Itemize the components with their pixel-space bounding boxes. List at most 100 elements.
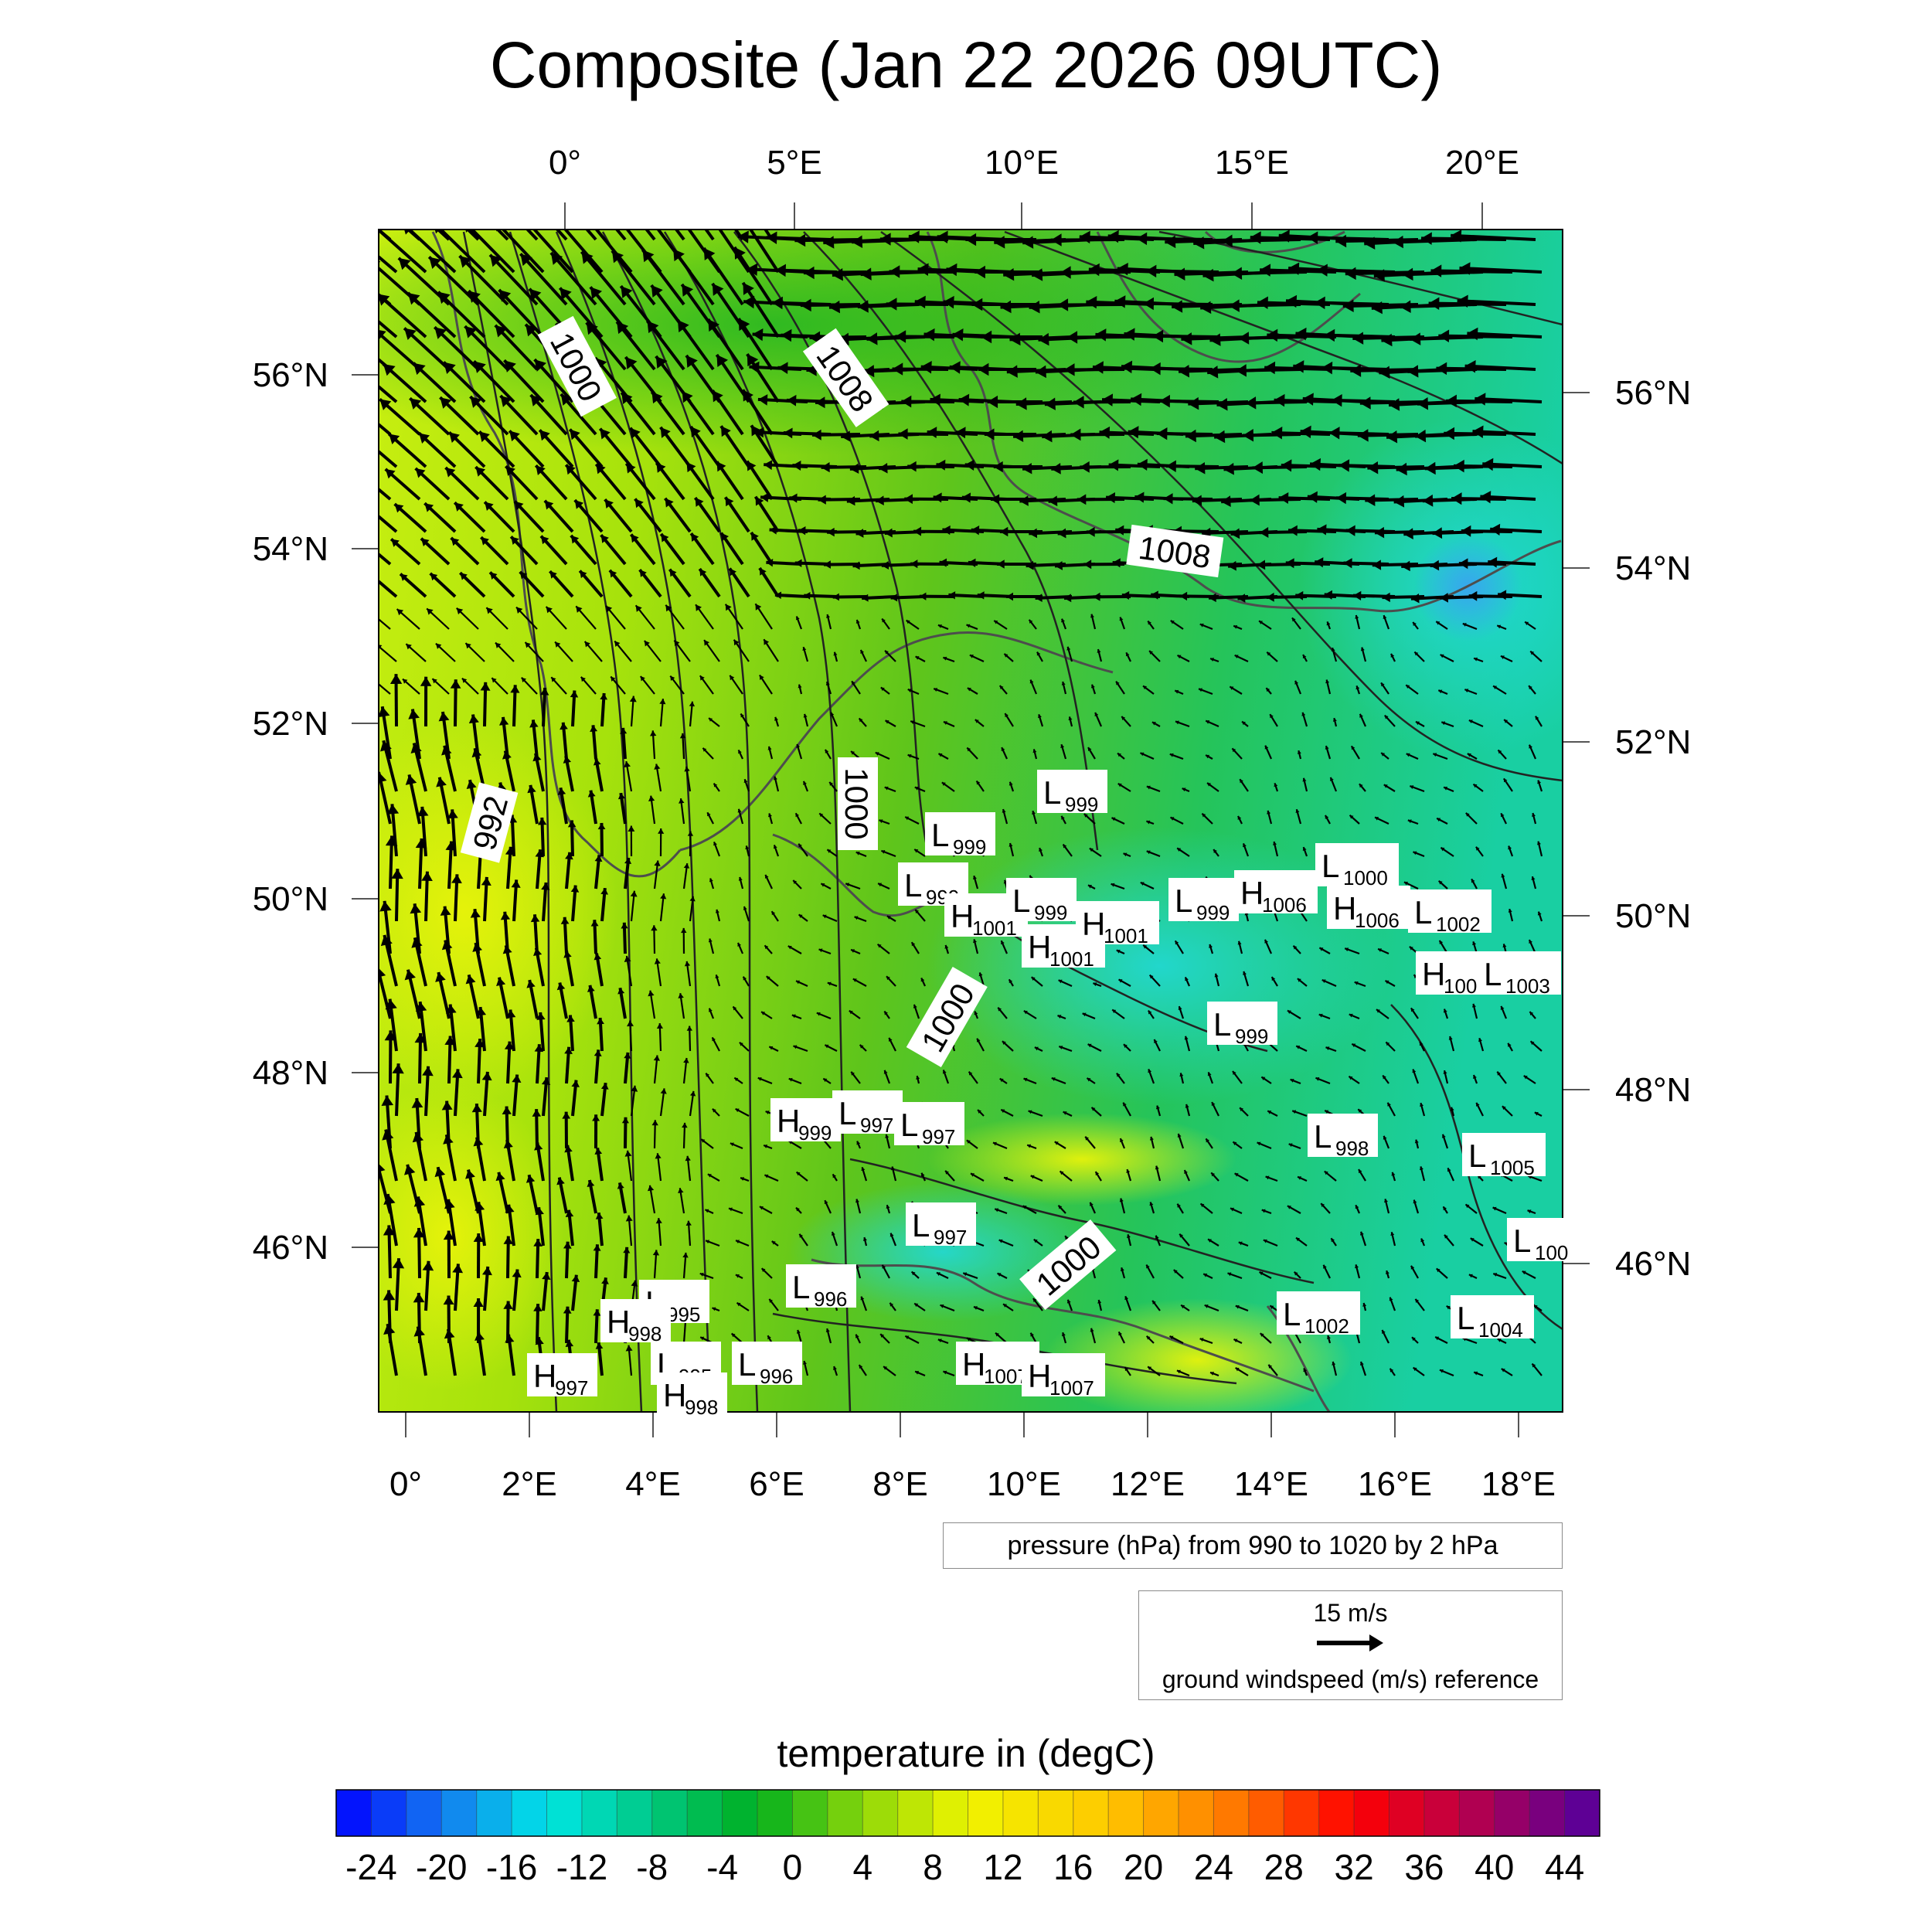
wind-arrow-head xyxy=(796,1207,800,1212)
wind-arrow-head xyxy=(445,1004,457,1014)
wind-arrow-head xyxy=(1359,396,1371,410)
wind-arrow-head xyxy=(635,605,642,612)
wind-arrow xyxy=(1420,236,1507,241)
wind-arrow-head xyxy=(1383,615,1387,620)
wind-arrow-head xyxy=(1349,815,1354,819)
wind-arrow-head xyxy=(1372,560,1382,570)
wind-arrow-head xyxy=(379,399,392,410)
wind-arrow-head xyxy=(1185,1104,1189,1108)
wind-arrow xyxy=(1359,400,1425,405)
wind-arrow-head xyxy=(1068,716,1073,721)
wind-arrow-head xyxy=(391,539,400,547)
wind-arrow-head xyxy=(1228,560,1236,571)
wind-arrow-head xyxy=(825,1328,830,1332)
wind-arrow-head xyxy=(1353,590,1362,600)
wind-arrow-head xyxy=(1440,847,1445,852)
wind-arrow-head xyxy=(440,906,451,916)
wind-arrow-head xyxy=(565,1339,574,1347)
wind-arrow xyxy=(1335,238,1419,243)
wind-arrow-head xyxy=(1508,845,1512,850)
wind-arrow-head xyxy=(521,677,527,683)
wind-arrow-head xyxy=(546,606,553,614)
wind-arrow-head xyxy=(441,1100,453,1111)
wind-arrow-head xyxy=(1240,779,1243,784)
wind-arrow-head xyxy=(715,909,719,913)
svg-text:999: 999 xyxy=(1034,901,1067,924)
wind-arrow-head xyxy=(738,876,743,881)
wind-arrow-head xyxy=(743,779,748,784)
wind-arrow-head xyxy=(470,909,481,918)
wind-arrow-head xyxy=(1234,655,1239,658)
wind-arrow-head xyxy=(885,1134,889,1138)
wind-arrow-head xyxy=(1042,430,1053,443)
wind-arrow-head xyxy=(1522,1270,1526,1275)
wind-arrow-head xyxy=(1267,328,1278,342)
colorbar-bin xyxy=(1459,1790,1495,1836)
map-frame xyxy=(378,229,1563,1413)
wind-arrow-head xyxy=(1497,1338,1502,1342)
wind-arrow-head xyxy=(1533,1304,1538,1309)
wind-arrow-head xyxy=(1410,1008,1415,1012)
wind-arrow-head xyxy=(689,701,696,707)
wind-arrow-head xyxy=(884,1011,888,1015)
lon-label-bottom: 14°E xyxy=(1234,1465,1308,1503)
wind-arrow-head xyxy=(1260,1333,1264,1337)
wind-arrow-head xyxy=(733,1006,737,1011)
wind-arrow-head xyxy=(1383,1199,1388,1203)
wind-arrow-head xyxy=(1250,231,1261,244)
wind-arrow-head xyxy=(1199,688,1202,692)
wind-arrow-head xyxy=(743,282,754,295)
wind-arrow-head xyxy=(1490,523,1501,536)
wind-arrow-head xyxy=(420,538,430,547)
wind-arrow-head xyxy=(1172,300,1183,313)
wind-arrow-head xyxy=(465,643,471,649)
colorbar-bin xyxy=(1494,1790,1530,1836)
wind-arrow-head xyxy=(611,676,616,682)
svg-text:1004: 1004 xyxy=(1478,1318,1523,1342)
wind-arrow-head xyxy=(993,461,1003,473)
wind-arrow-head xyxy=(1303,1368,1308,1372)
wind-arrow-head xyxy=(362,189,375,201)
wind-arrow-head xyxy=(459,256,472,268)
wind-arrow-head xyxy=(1287,1010,1291,1015)
wind-arrow-head xyxy=(379,294,390,306)
wind-arrow-head xyxy=(1184,1170,1188,1175)
wind-arrow-head xyxy=(863,365,875,378)
wind-arrow-head xyxy=(612,250,624,264)
wind-arrow-head xyxy=(338,260,350,272)
wind-arrow-head xyxy=(410,743,422,754)
svg-text:999: 999 xyxy=(1196,901,1230,924)
wind-arrow-head xyxy=(1301,712,1306,716)
wind-arrow-head xyxy=(651,925,658,931)
wind-arrow-head xyxy=(1383,1135,1387,1140)
wind-arrow-head xyxy=(1450,1107,1454,1111)
wind-arrow-head xyxy=(485,185,496,197)
wind-arrow-head xyxy=(1001,940,1005,945)
wind-arrow-head xyxy=(1223,462,1234,475)
wind-arrow xyxy=(594,230,633,274)
wind-arrow-head xyxy=(712,283,724,296)
wind-arrow-head xyxy=(1175,689,1179,694)
wind-arrow-head xyxy=(1213,849,1217,854)
wind-arrow-head xyxy=(638,179,650,191)
isobar-label: 992 xyxy=(460,782,519,863)
wind-arrow-head xyxy=(1342,299,1354,313)
colorbar-title: temperature in (degC) xyxy=(777,1732,1155,1775)
wind-arrow-head xyxy=(1439,1369,1444,1373)
wind-arrow-head xyxy=(1504,719,1509,723)
wind-arrow xyxy=(379,254,398,274)
wind-arrow-head xyxy=(600,888,608,895)
wind-arrow-head xyxy=(1151,590,1158,600)
wind-arrow-head xyxy=(1083,814,1088,818)
wind-arrow-head xyxy=(1349,1013,1353,1018)
wind-arrow-head xyxy=(1302,655,1307,659)
wind-arrow-head xyxy=(1090,614,1094,618)
wind-arrow-head xyxy=(816,1012,821,1016)
wind-arrow-head xyxy=(905,1335,910,1340)
svg-text:L: L xyxy=(792,1269,810,1305)
wind-arrow-head xyxy=(913,1004,917,1009)
wind-arrow-head xyxy=(823,1078,828,1083)
wind-arrow-head xyxy=(1077,494,1087,505)
wind-arrow-head xyxy=(1188,396,1199,410)
